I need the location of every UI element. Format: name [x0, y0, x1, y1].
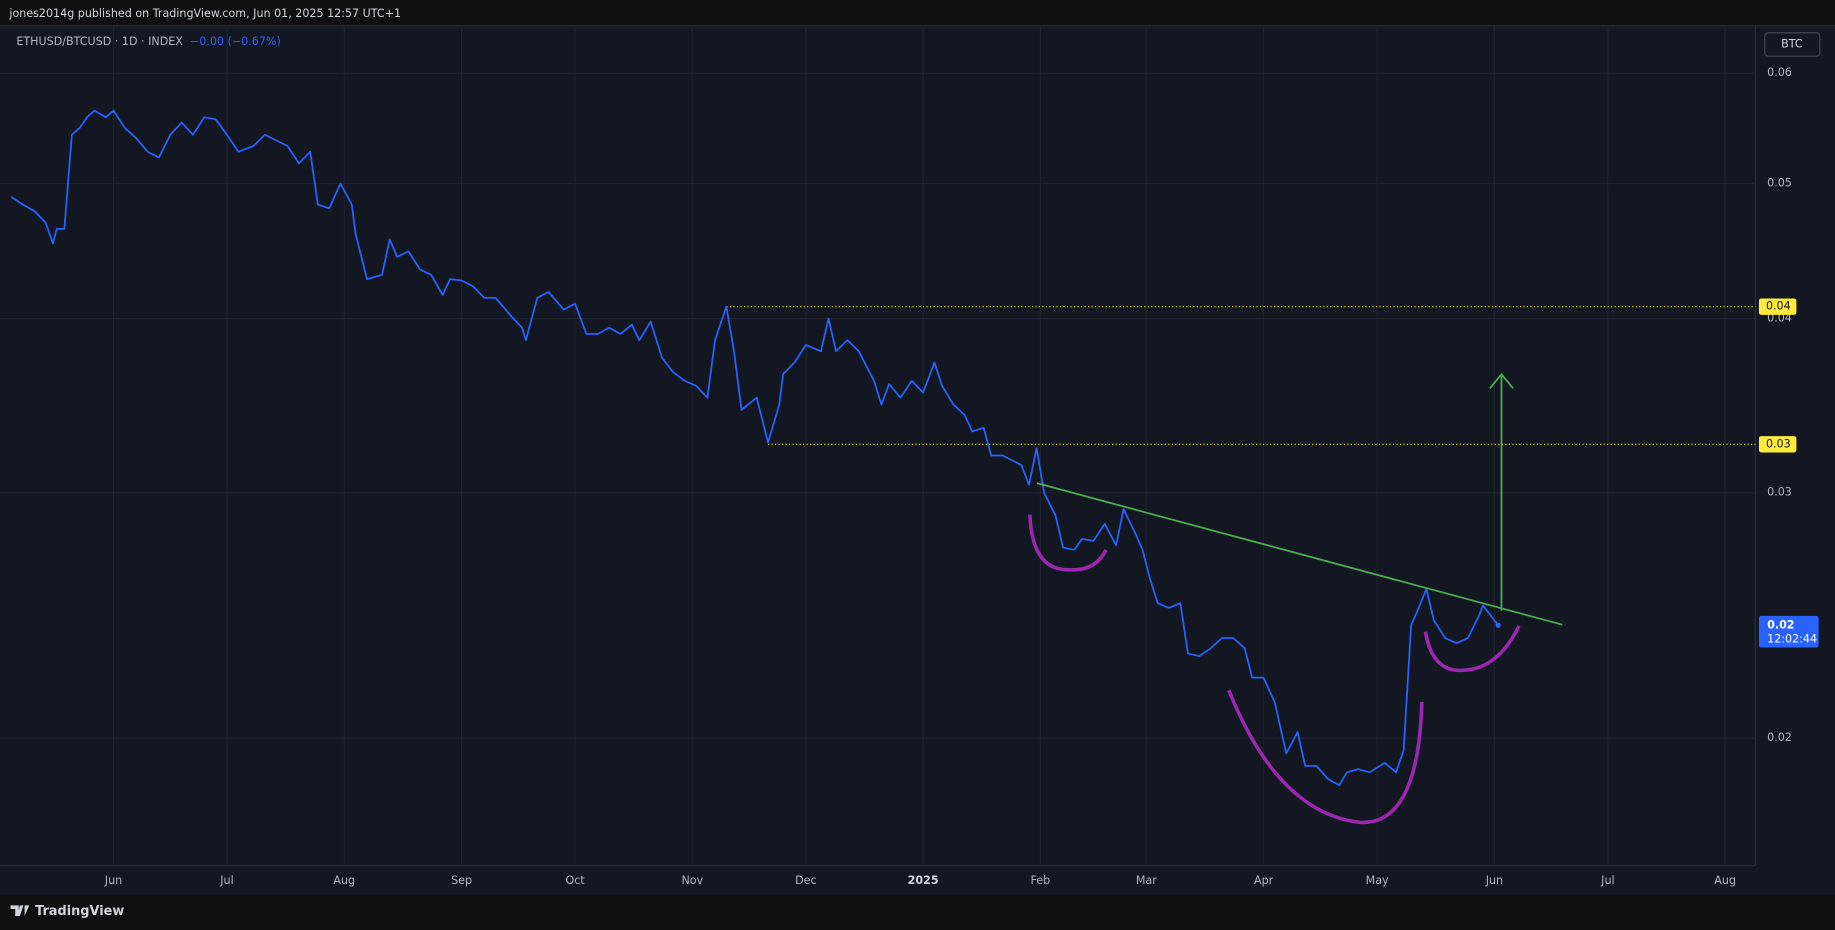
y-tick-label: 0.03 [1767, 486, 1792, 499]
footer-bar [0, 894, 1835, 930]
level-tag-label: 0.04 [1766, 300, 1791, 313]
left-shoulder-arc [1028, 514, 1108, 572]
arrow-head [1489, 372, 1514, 389]
x-tick-label: Aug [1714, 874, 1736, 887]
symbol-title: ETHUSD/BTCUSD · 1D · INDEX −0.00 (−0.67%) [16, 35, 280, 48]
x-tick-label: Aug [333, 874, 355, 887]
countdown-label: 12:02:44 [1767, 632, 1817, 645]
x-tick-label: Jul [219, 874, 233, 887]
trend-line [1036, 482, 1563, 626]
y-tick-label: 0.05 [1767, 177, 1792, 190]
symbol: ETHUSD/BTCUSD · 1D · INDEX [16, 35, 183, 48]
level-tag [1758, 436, 1797, 453]
logo-text: TradingView [35, 904, 124, 919]
annotations [1028, 372, 1563, 825]
x-tick-label: May [1366, 874, 1389, 887]
change: −0.00 (−0.67%) [190, 35, 281, 48]
currency-button[interactable] [1764, 32, 1821, 57]
last-price-label: 0.02 [1767, 618, 1794, 631]
y-tick-label: 0.02 [1767, 731, 1792, 744]
y-tick-label: 0.06 [1767, 66, 1792, 79]
x-tick-label: Dec [795, 874, 817, 887]
x-tick-label: Nov [681, 874, 703, 887]
logo-icon [10, 905, 30, 916]
x-tick-label: 2025 [908, 874, 939, 887]
x-tick-label: Sep [451, 874, 472, 887]
header-bar [0, 0, 1835, 26]
last-price-tag [1758, 615, 1819, 648]
last-point [1495, 622, 1501, 628]
x-tick-label: Apr [1254, 874, 1274, 887]
x-tick-label: Mar [1136, 874, 1157, 887]
footer-logo: TradingView [10, 904, 124, 919]
head-arc [1227, 689, 1424, 825]
price-line [10, 109, 1499, 787]
x-tick-label: Oct [565, 874, 585, 887]
x-tick-label: Jun [104, 874, 122, 887]
x-tick-label: Jul [1600, 874, 1614, 887]
grid [0, 25, 1756, 866]
currency-button-label[interactable]: BTC [1781, 37, 1803, 50]
x-tick-label: Jun [1485, 874, 1503, 887]
header-text: jones2014g published on TradingView.com,… [8, 7, 401, 20]
x-tick-label: Feb [1031, 874, 1051, 887]
level-tag [1758, 298, 1797, 315]
level-tag-label: 0.03 [1766, 437, 1791, 450]
right-shoulder-arc [1423, 625, 1521, 673]
y-tick-label: 0.04 [1767, 312, 1792, 325]
